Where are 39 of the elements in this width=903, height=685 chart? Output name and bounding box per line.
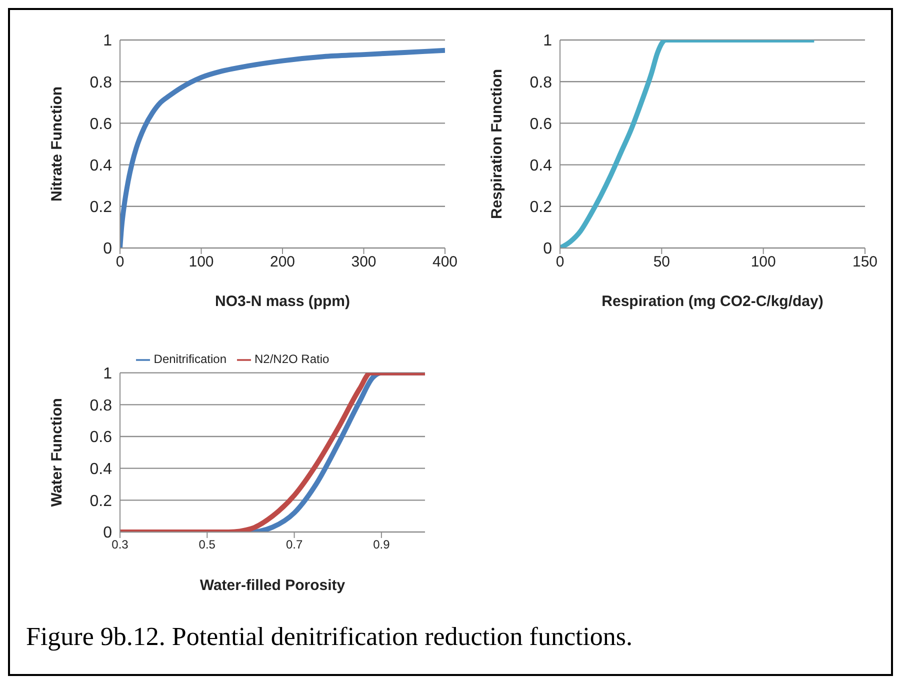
x-tick-label: 0 [556,254,564,271]
x-tick-label: 0.7 [286,538,303,552]
y-tick-label: 0.8 [90,397,112,414]
y-axis-title: Water Function [48,398,66,507]
x-tick-label: 300 [351,254,376,271]
y-tick-label: 0.6 [530,116,552,133]
legend-label: N2/N2O Ratio [254,352,330,366]
x-tick-label: 0.3 [112,538,129,552]
x-tick-label: 100 [188,254,214,271]
x-tick-label: 50 [653,254,670,271]
caption: Figure 9b.12. Potential denitrification reduction functions. [26,622,633,652]
y-tick-label: 0.6 [90,429,112,446]
y-tick-label: 0.4 [90,461,112,478]
y-tick-label: 0.2 [90,492,112,510]
y-tick-label: 0.2 [530,199,552,216]
x-tick-label: 400 [432,254,458,271]
y-axis-title: Nitrate Function [48,86,66,202]
y-axis-title: Respiration Function [488,69,506,219]
x-tick-label: 0 [116,254,124,271]
legend-label: Denitrification [154,352,226,366]
y-tick-label: 0.4 [530,157,552,174]
y-tick-label: 0.8 [90,74,112,92]
y-tick-label: 0 [103,240,112,258]
x-axis-title: Water-filled Porosity [200,577,346,594]
y-tick-label: 0.2 [90,199,112,216]
y-tick-label: 0.6 [90,116,112,133]
y-tick-label: 0.4 [90,157,112,174]
y-tick-label: 1 [103,32,112,50]
y-tick-label: 1 [103,366,112,383]
y-tick-label: 1 [543,32,552,50]
x-axis-title: Respiration (mg CO2-C/kg/day) [602,293,824,310]
x-axis-title: NO3-N mass (ppm) [214,293,350,310]
x-tick-label: 100 [750,254,776,271]
y-tick-label: 0.8 [530,74,552,92]
x-tick-label: 0.9 [373,538,390,552]
x-tick-label: 200 [270,254,296,271]
y-tick-label: 0 [543,240,552,258]
x-tick-label: 0.5 [198,538,216,552]
x-tick-label: 150 [852,254,878,271]
